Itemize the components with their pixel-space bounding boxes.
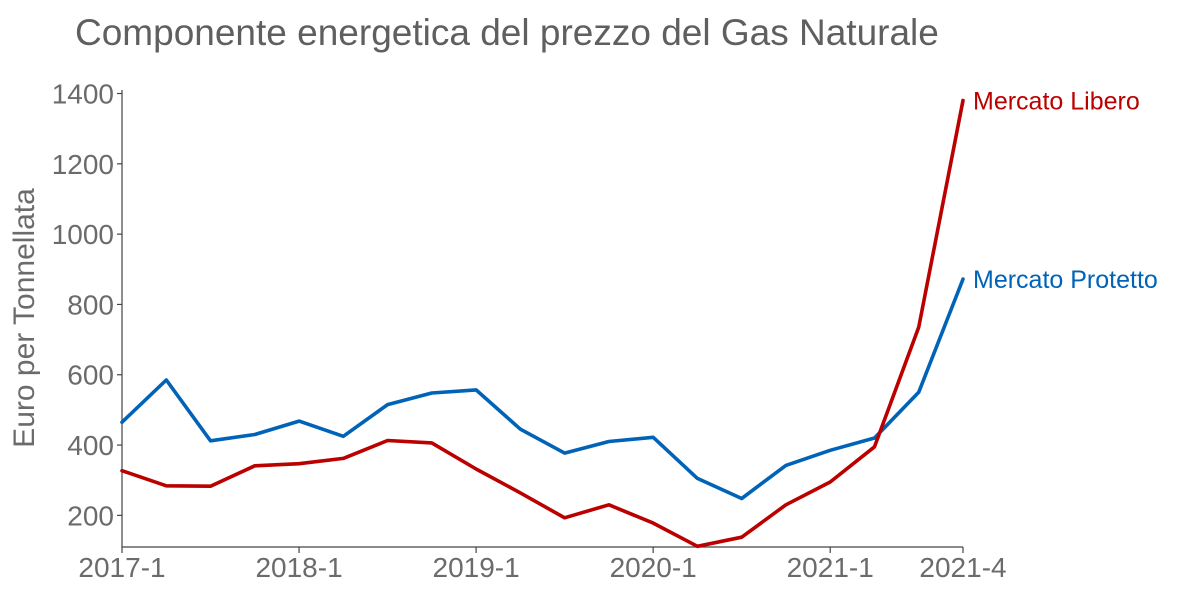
chart-title: Componente energetica del prezzo del Gas… (75, 12, 939, 53)
series-label-mercato-protetto: Mercato Protetto (973, 266, 1158, 294)
x-tick-label: 2020-1 (610, 552, 697, 583)
y-axis-title: Euro per Tonnellata (8, 188, 41, 448)
x-tick-label: 2021-4 (919, 552, 1006, 583)
y-tick-label: 200 (67, 500, 114, 531)
x-ticks: 2017-1 2018-1 2019-1 2020-1 2021-1 2021-4 (78, 547, 1007, 583)
series-labels: Mercato Protetto Mercato Libero (973, 88, 1158, 295)
y-tick-label: 600 (67, 360, 114, 391)
x-tick-label: 2021-1 (787, 552, 874, 583)
series-line-mercato-libero (120, 98, 965, 549)
x-tick-label: 2017-1 (78, 552, 165, 583)
y-tick-label: 1400 (52, 79, 114, 110)
x-tick-label: 2018-1 (255, 552, 342, 583)
y-tick-label: 800 (67, 289, 114, 320)
y-tick-label: 1000 (52, 219, 114, 250)
y-ticks: 200 400 600 800 1000 1200 1400 (52, 79, 122, 531)
series-lines (120, 98, 965, 549)
y-tick-label: 1200 (52, 149, 114, 180)
y-tick-label: 400 (67, 430, 114, 461)
series-label-mercato-libero: Mercato Libero (973, 88, 1140, 116)
x-tick-label: 2019-1 (433, 552, 520, 583)
series-line-mercato-protetto (120, 277, 965, 501)
